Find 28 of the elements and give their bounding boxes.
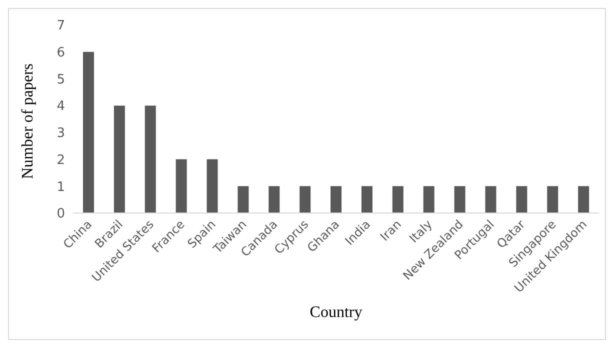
bar — [547, 186, 558, 213]
y-axis-title: Number of papers — [20, 63, 37, 179]
bar — [485, 186, 496, 213]
bar — [392, 186, 404, 213]
bar — [361, 186, 372, 213]
bar — [454, 186, 466, 213]
bar — [238, 186, 249, 213]
y-tick-label: 1 — [56, 180, 65, 195]
x-axis-title: Country — [310, 304, 362, 321]
bar — [144, 106, 156, 213]
x-tick-label: Iran — [378, 217, 404, 244]
y-tick-label: 7 — [56, 18, 65, 34]
bar — [330, 186, 342, 213]
y-tick-label: 0 — [56, 206, 65, 222]
bar — [268, 186, 280, 213]
bar — [423, 186, 434, 213]
y-tick-label: 3 — [56, 126, 65, 142]
bar — [516, 186, 528, 213]
bar — [578, 186, 590, 213]
y-tick-label: 6 — [56, 45, 65, 60]
bar — [176, 159, 187, 213]
y-tick-label: 2 — [56, 152, 65, 168]
bar — [206, 159, 218, 213]
bar — [114, 106, 125, 213]
bar — [83, 52, 94, 213]
y-tick-label: 4 — [56, 99, 65, 114]
y-tick-label: 5 — [56, 72, 65, 88]
bar — [300, 186, 311, 213]
